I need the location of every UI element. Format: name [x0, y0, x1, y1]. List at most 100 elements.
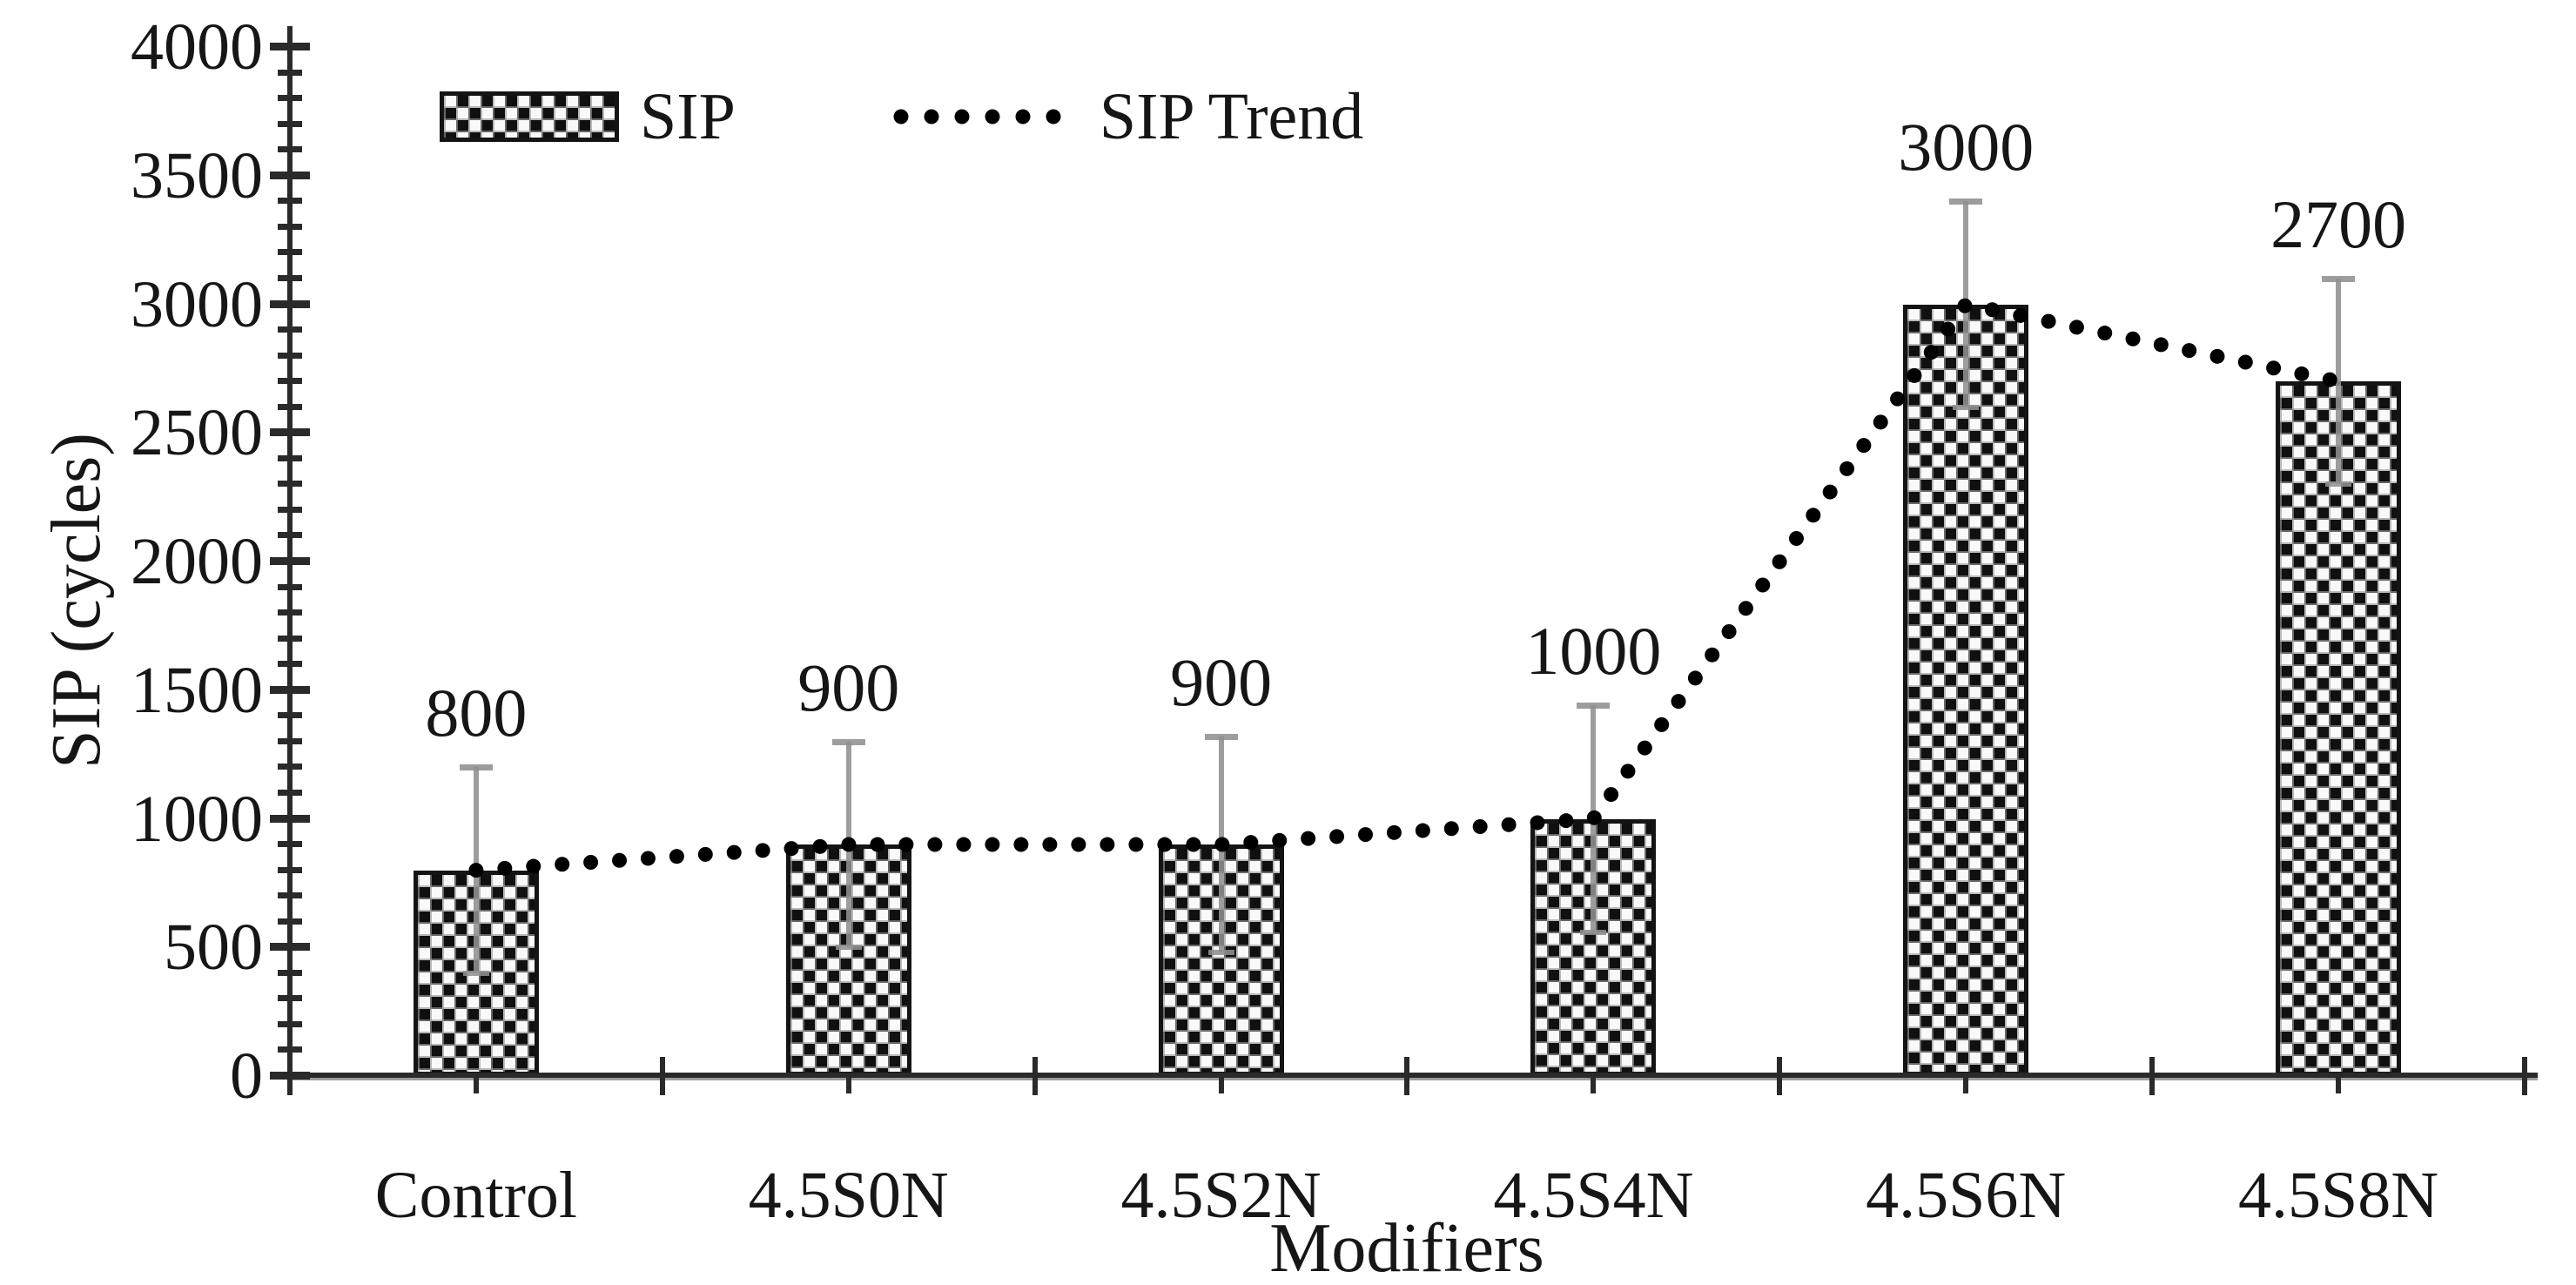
y-major-tick [270, 171, 310, 179]
error-bar-bottom-cap [835, 945, 862, 951]
y-minor-tick [278, 120, 302, 127]
x-center-tick [845, 1076, 851, 1093]
x-axis-line [287, 1073, 2538, 1078]
y-minor-tick [278, 892, 302, 899]
x-center-tick [1963, 1076, 1969, 1093]
y-minor-tick [278, 737, 302, 744]
y-major-tick [270, 814, 310, 823]
x-tick-label: 4.5S6N [1866, 1159, 2067, 1232]
error-bar-top-cap [831, 738, 865, 745]
y-tick-label: 2500 [131, 396, 263, 470]
y-minor-tick [278, 1020, 302, 1027]
bar [1903, 304, 2029, 1076]
x-center-tick [1591, 1076, 1597, 1093]
y-minor-tick [278, 866, 302, 873]
y-tick-label: 4000 [131, 10, 263, 84]
x-boundary-tick [659, 1057, 665, 1095]
y-minor-tick [278, 223, 302, 230]
x-tick-label: 4.5S2N [1120, 1159, 1322, 1232]
error-bar-top-cap [1577, 703, 1611, 710]
x-boundary-tick [1032, 1057, 1038, 1095]
y-minor-tick [278, 841, 302, 848]
y-minor-tick [278, 274, 302, 281]
y-minor-tick [278, 146, 302, 153]
y-minor-tick [278, 352, 302, 359]
y-minor-tick [278, 635, 302, 642]
bar-value-label: 2700 [2270, 185, 2407, 262]
y-minor-tick [278, 789, 302, 796]
legend-sip-swatch [440, 91, 619, 142]
x-boundary-tick [1404, 1057, 1410, 1095]
error-bar-top-cap [1204, 733, 1238, 740]
x-center-tick [473, 1076, 479, 1093]
bar-value-label: 900 [1170, 643, 1273, 720]
bar-value-label: 800 [425, 675, 528, 751]
y-minor-tick [278, 378, 302, 385]
y-minor-tick [278, 481, 302, 488]
legend-trend-sample [893, 109, 1071, 124]
y-tick-label: 3000 [131, 267, 263, 341]
y-minor-tick [278, 454, 302, 461]
x-tick-label: Control [374, 1159, 578, 1232]
y-minor-tick [278, 583, 302, 590]
x-boundary-tick [287, 1057, 293, 1095]
y-major-tick [270, 557, 310, 565]
error-bar-bottom-cap [462, 970, 489, 976]
y-tick-label: 0 [230, 1039, 263, 1113]
error-bar-top-cap [1949, 198, 1983, 205]
y-major-tick [270, 943, 310, 952]
y-minor-tick [278, 661, 302, 668]
y-minor-tick [278, 918, 302, 925]
x-boundary-tick [2521, 1057, 2527, 1095]
y-minor-tick [278, 95, 302, 102]
error-bar-bottom-cap [2325, 481, 2352, 488]
y-tick-label: 3500 [131, 138, 263, 212]
x-axis-line-shadow [287, 1078, 2538, 1080]
error-bar-bottom-cap [1580, 929, 1607, 935]
x-boundary-tick [1777, 1057, 1783, 1095]
x-center-tick [2336, 1076, 2342, 1093]
y-minor-tick [278, 1046, 302, 1053]
y-major-tick [270, 43, 310, 50]
y-tick-label: 2000 [131, 525, 263, 598]
y-tick-label: 1500 [131, 653, 263, 727]
bar-value-label: 900 [797, 649, 900, 725]
error-bar-line [2336, 278, 2342, 485]
legend-trend-label: SIP Trend [1099, 80, 1364, 153]
y-minor-tick [278, 532, 302, 539]
y-minor-tick [278, 995, 302, 1002]
y-tick-label: 500 [164, 911, 263, 985]
y-major-tick [270, 428, 310, 437]
error-bar-line [1591, 705, 1597, 932]
y-minor-tick [278, 249, 302, 256]
x-tick-label: 4.5S0N [748, 1159, 949, 1232]
y-tick-label: 1000 [131, 782, 263, 856]
y-minor-tick [278, 764, 302, 770]
y-minor-tick [278, 403, 302, 410]
error-bar-line [1963, 201, 1969, 407]
error-bar-line [845, 741, 851, 948]
error-bar-bottom-cap [1207, 950, 1234, 956]
legend: SIP SIP Trend [440, 80, 1363, 153]
bar-value-label: 3000 [1898, 109, 2035, 185]
y-major-tick [270, 299, 310, 308]
y-minor-tick [278, 969, 302, 976]
error-bar-line [473, 767, 479, 973]
y-minor-tick [278, 712, 302, 719]
y-minor-tick [278, 326, 302, 333]
y-major-tick [270, 685, 310, 694]
y-axis-title: SIP (cycles) [38, 433, 115, 769]
legend-sip-label: SIP [640, 80, 736, 153]
y-minor-tick [278, 506, 302, 513]
error-bar-top-cap [2322, 275, 2356, 282]
y-minor-tick [278, 609, 302, 616]
bar-value-label: 1000 [1525, 613, 1662, 690]
x-center-tick [1218, 1076, 1224, 1093]
y-minor-tick [278, 198, 302, 205]
x-boundary-tick [2149, 1057, 2156, 1095]
error-bar-bottom-cap [1953, 404, 1980, 410]
error-bar-top-cap [459, 764, 493, 771]
x-tick-label: 4.5S4N [1493, 1159, 1694, 1232]
